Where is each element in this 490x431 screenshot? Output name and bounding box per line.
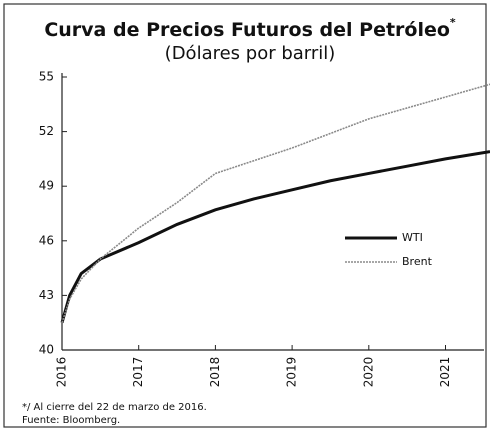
y-tick-label: 40 <box>39 343 54 357</box>
x-tick-label: 2021 <box>438 357 452 388</box>
chart-subtitle: (Dólares por barril) <box>165 43 336 64</box>
legend-label: WTI <box>402 231 423 244</box>
line-brent <box>61 83 490 323</box>
chart-title: Curva de Precios Futuros del Petróleo* <box>44 16 456 41</box>
x-tick-label: 2017 <box>131 357 145 388</box>
title-text: Curva de Precios Futuros del Petróleo <box>44 19 450 41</box>
title-note-mark: * <box>450 16 456 29</box>
y-tick-label: 43 <box>39 288 54 302</box>
x-tick-label: 2016 <box>55 357 69 388</box>
legend-label: Brent <box>402 255 433 268</box>
y-tick-label: 52 <box>39 124 54 138</box>
line-wti <box>60 150 490 324</box>
frame <box>3 3 487 428</box>
y-tick-label: 46 <box>39 233 54 247</box>
note: */ Al cierre del 22 de marzo de 2016. <box>22 402 207 413</box>
x-tick-label: 2019 <box>285 357 299 388</box>
x-tick-label: 2018 <box>208 357 222 388</box>
y-tick-label: 55 <box>39 70 54 84</box>
x-tick-label: 2020 <box>361 357 375 388</box>
y-tick-label: 49 <box>39 179 54 193</box>
source: Fuente: Bloomberg. <box>22 415 120 426</box>
